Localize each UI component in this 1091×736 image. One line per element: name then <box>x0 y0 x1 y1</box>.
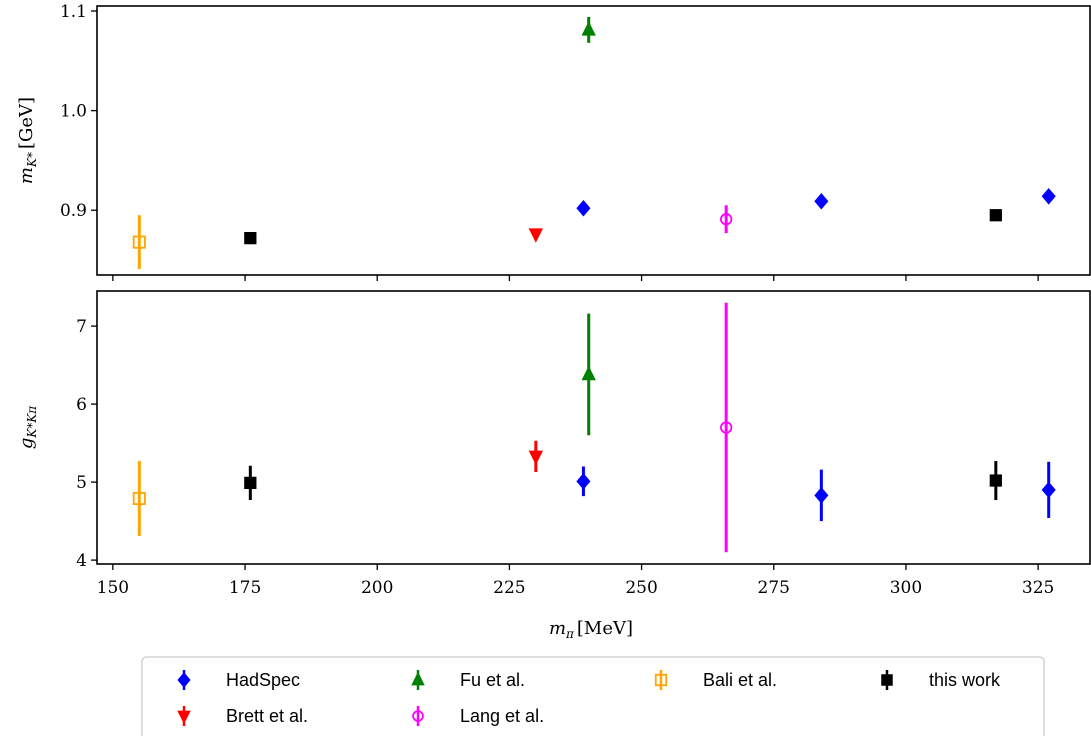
mass-point <box>1041 188 1056 205</box>
mass-point <box>720 213 733 226</box>
mass-point <box>814 193 829 210</box>
legend-label: HadSpec <box>226 670 300 690</box>
coupling-y-tick-label: 7 <box>76 317 87 337</box>
legend-marker <box>177 710 191 725</box>
legend-marker <box>411 671 425 686</box>
mass-y-tick-label: 1.1 <box>60 2 87 22</box>
coupling-y-tick-label: 6 <box>76 395 87 415</box>
mass-y-tick-label: 1.0 <box>60 102 87 122</box>
coupling-point <box>244 476 257 490</box>
x-tick-label: 150 <box>97 578 129 598</box>
legend-label: Fu et al. <box>460 670 525 690</box>
coupling-frame <box>96 290 1091 565</box>
coupling-point <box>528 450 544 465</box>
coupling-y-tick-label: 5 <box>76 473 87 493</box>
x-tick-label: 175 <box>229 578 261 598</box>
coupling-panel: 4 5 6 7 <box>76 290 1091 571</box>
x-tick-label: 200 <box>361 578 393 598</box>
x-tick-label: 225 <box>493 578 525 598</box>
coupling-point <box>581 365 596 381</box>
mass-point <box>132 235 146 249</box>
mass-point <box>576 199 591 217</box>
mass-y-tick-label: 0.9 <box>60 201 87 221</box>
coupling-point <box>989 474 1002 487</box>
legend-label: Bali et al. <box>703 670 777 690</box>
coupling-point <box>576 473 591 490</box>
legend-item: Bali et al. <box>654 670 777 690</box>
legend-label: Lang et al. <box>460 706 544 726</box>
legend-item: this work <box>881 670 1001 690</box>
mass-point <box>989 209 1002 222</box>
coupling-point <box>814 487 829 504</box>
legend: HadSpec Fu et al. Bali et al. this work Bret… <box>141 656 1045 736</box>
coupling-point <box>132 491 146 506</box>
mass-y-axis-label: mK*[GeV] <box>16 97 39 184</box>
coupling-point <box>720 421 733 434</box>
legend-marker <box>412 710 424 722</box>
legend-frame <box>141 656 1045 736</box>
legend-marker <box>654 673 668 687</box>
mass-point <box>528 228 544 243</box>
legend-item: HadSpec <box>177 670 300 690</box>
mass-point <box>581 21 596 36</box>
x-axis-label: mπ [MeV] <box>549 618 633 641</box>
legend-label: this work <box>929 670 1001 690</box>
x-tick-label: 325 <box>1022 578 1054 598</box>
x-tick-label: 275 <box>758 578 790 598</box>
mass-point <box>244 232 257 245</box>
legend-item: Fu et al. <box>411 670 525 690</box>
x-tick-label: 300 <box>890 578 922 598</box>
coupling-y-axis-label: gK*Kπ <box>16 405 39 449</box>
x-axis: 150 175 200 225 250 275 300 325 mπ [MeV] <box>97 578 1055 641</box>
mass-panel: 0.9 1.0 1.1 <box>60 2 1091 281</box>
coupling-y-tick-label: 4 <box>76 551 87 571</box>
coupling-point <box>1041 481 1056 499</box>
x-tick-label: 250 <box>625 578 657 598</box>
legend-marker <box>177 672 191 688</box>
y-axis-labels: mK*[GeV] gK*Kπ <box>16 97 39 449</box>
legend-item: Lang et al. <box>412 706 544 726</box>
legend-item: Brett et al. <box>177 706 308 726</box>
legend-label: Brett et al. <box>226 706 308 726</box>
legend-marker <box>881 674 893 686</box>
mass-frame <box>96 5 1091 276</box>
